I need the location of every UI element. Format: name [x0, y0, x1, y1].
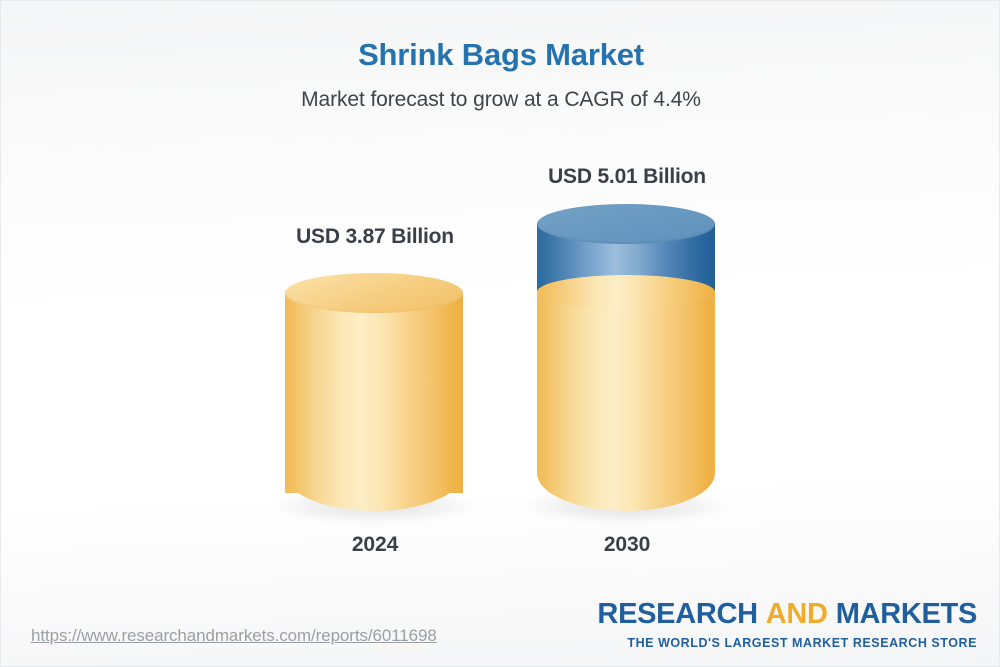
value-label-2030: USD 5.01 Billion: [548, 165, 706, 188]
bar-base-segment-2030: [537, 292, 715, 473]
bar-top-cap-2024: [285, 273, 463, 313]
bar-cylinder-2024: [271, 273, 477, 524]
value-label-2024: USD 3.87 Billion: [296, 225, 454, 248]
bar-body-2024: [285, 293, 463, 493]
brand-word-research: RESEARCH: [597, 598, 758, 630]
brand-word-markets: MARKETS: [835, 598, 978, 630]
brand-tagline: THE WORLD'S LARGEST MARKET RESEARCH STOR…: [627, 636, 977, 650]
chart-subtitle: Market forecast to grow at a CAGR of 4.4…: [301, 87, 701, 111]
bar-cylinder-2030: [523, 204, 729, 524]
plot-area: USD 3.87 Billion 2024 USD 5.01 Billion: [1, 1, 999, 601]
category-label-2030: 2030: [603, 533, 651, 556]
page-title: Shrink Bags Market: [358, 37, 644, 72]
category-label-2024: 2024: [351, 533, 399, 556]
chart-header: Shrink Bags Market Market forecast to gr…: [1, 1, 999, 112]
bar-segment-joint-2030: [537, 275, 715, 309]
footer: https://www.researchandmarkets.com/repor…: [1, 594, 999, 666]
brand-logo: RESEARCH AND MARKETS THE WORLD'S LARGEST M…: [597, 600, 977, 651]
bar-top-cap-2030: [537, 204, 715, 244]
brand-word-and: AND: [765, 598, 828, 630]
report-url-link[interactable]: https://www.researchandmarkets.com/repor…: [31, 626, 437, 645]
brand-name: RESEARCH AND MARKETS: [597, 600, 977, 629]
